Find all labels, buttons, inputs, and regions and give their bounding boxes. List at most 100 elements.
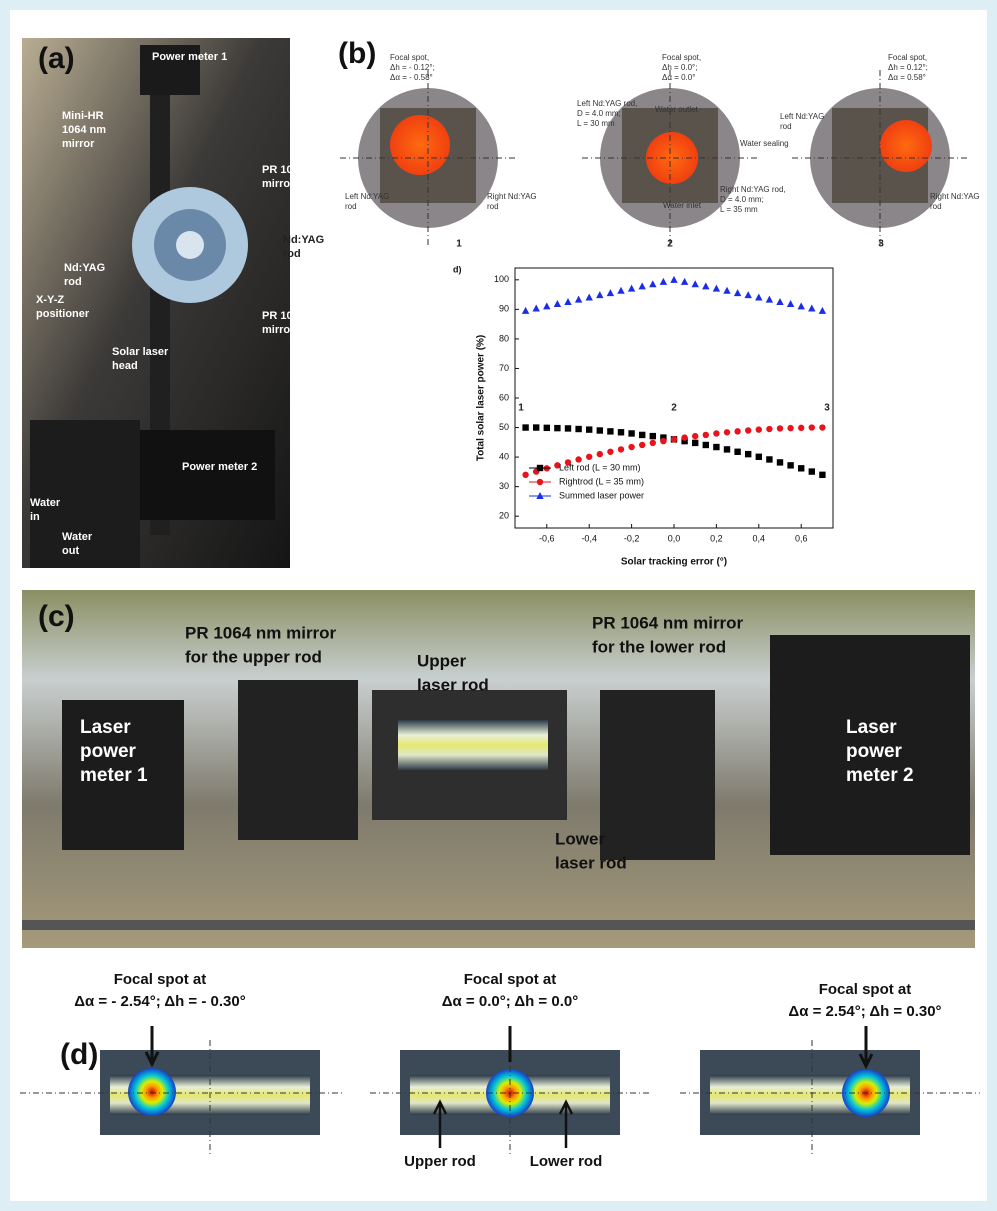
x-tick-label: -0,6 — [539, 533, 555, 543]
annotation: Δh = 0.12°; — [888, 63, 928, 72]
annotation: Focal spot, — [390, 53, 429, 62]
annotation: power — [846, 741, 903, 762]
rod-label: Lower rod — [530, 1153, 603, 1170]
marker — [703, 432, 709, 438]
annotation: Power meter 1 — [152, 51, 227, 63]
marker — [734, 428, 740, 434]
marker — [628, 444, 634, 450]
panel-b-views — [340, 70, 968, 245]
marker — [777, 425, 783, 431]
marker — [607, 449, 613, 455]
x-tick-label: 0,2 — [710, 533, 723, 543]
annotation: 1064 nm — [62, 124, 106, 136]
annotation: rod — [780, 122, 792, 131]
marker — [639, 432, 645, 438]
annotation: Lower — [555, 829, 605, 848]
marker — [724, 446, 730, 452]
annotation: Water — [30, 497, 61, 509]
annotation: laser rod — [417, 675, 489, 694]
legend-label: Left rod (L = 30 mm) — [559, 462, 640, 472]
x-tick-label: -0,2 — [624, 533, 640, 543]
marker — [756, 426, 762, 432]
annotation: Laser — [846, 717, 897, 738]
annotation: Water inlet — [663, 201, 702, 210]
x-tick-label: 0,6 — [795, 533, 808, 543]
annotation: rod — [487, 202, 499, 211]
y-tick-label: 70 — [499, 363, 509, 373]
annotation: Focal spot at — [464, 971, 557, 988]
marker — [522, 472, 528, 478]
annotation: D = 4.0 mm; — [577, 109, 621, 118]
marker — [639, 442, 645, 448]
marker — [809, 424, 815, 430]
annotation: rod — [64, 276, 82, 288]
marker — [787, 462, 793, 468]
y-tick-label: 30 — [499, 481, 509, 491]
marker — [544, 425, 550, 431]
marker — [533, 424, 539, 430]
y-axis-title: Total solar laser power (%) — [476, 335, 487, 462]
marker — [756, 454, 762, 460]
annotation: for the lower rod — [592, 637, 726, 656]
marker — [565, 425, 571, 431]
annotation: mirror — [262, 178, 295, 190]
x-tick-label: -0,4 — [581, 533, 597, 543]
annotation: Upper — [417, 651, 467, 670]
marker — [597, 451, 603, 457]
marker — [628, 430, 634, 436]
annotation: Δα = 2.54°; Δh = 0.30° — [788, 1003, 941, 1020]
annotation: Focal spot, — [662, 53, 701, 62]
marker — [819, 424, 825, 430]
marker — [692, 440, 698, 446]
y-tick-label: 90 — [499, 304, 509, 314]
annotation: head — [112, 360, 138, 372]
annotation: 1 — [518, 403, 524, 414]
annotation: Left Nd:YAG — [345, 192, 389, 201]
y-tick-label: 80 — [499, 333, 509, 343]
annotation: L = 30 mm — [577, 119, 615, 128]
y-tick-label: 50 — [499, 422, 509, 432]
view-number: 1 — [456, 239, 462, 250]
figure: (a) (b) (c) (d) 2030405060708090100-0,6-… — [0, 0, 997, 1211]
marker — [819, 472, 825, 478]
annotation: power — [80, 741, 137, 762]
annotation: PR 1064 nm mirror — [592, 613, 744, 632]
marker — [692, 433, 698, 439]
marker — [766, 456, 772, 462]
annotation: Laser — [80, 717, 131, 738]
marker — [745, 451, 751, 457]
annotation: Δα = - 2.54°; Δh = - 0.30° — [74, 993, 245, 1010]
marker — [575, 426, 581, 432]
annotation: Right Nd:YAG rod, — [720, 185, 786, 194]
annotation: Left Nd:YAG — [780, 112, 824, 121]
annotation: Nd:YAG — [283, 234, 324, 246]
panel-letter: (b) — [338, 37, 376, 70]
page: {"panel_a":{"letter":"(a)","labels":[["P… — [0, 0, 997, 1211]
annotation: Mini-HR — [62, 110, 104, 122]
y-tick-label: 60 — [499, 392, 509, 402]
marker — [798, 465, 804, 471]
annotation: Right Nd:YAG — [487, 192, 537, 201]
annotation: Solar laser — [112, 346, 169, 358]
panel-letter: (c) — [38, 600, 75, 633]
x-axis-title: Solar tracking error (°) — [621, 557, 727, 568]
marker — [777, 459, 783, 465]
marker — [787, 425, 793, 431]
annotation: meter 2 — [846, 765, 914, 786]
legend-label: Rightrod (L = 35 mm) — [559, 476, 644, 486]
y-tick-label: 20 — [499, 511, 509, 521]
annotation: 3 — [824, 403, 830, 414]
annotation: Δα = - 0.58° — [390, 73, 433, 82]
annotation: mirror — [62, 138, 95, 150]
annotation: mirror — [262, 324, 295, 336]
marker — [660, 438, 666, 444]
annotation: PR 1064 nm mirror — [185, 623, 337, 642]
annotation: Δα = 0.0° — [662, 73, 695, 82]
marker — [607, 428, 613, 434]
annotation: 2 — [671, 403, 677, 414]
annotation: PR 1064 nm — [262, 310, 325, 322]
marker — [618, 429, 624, 435]
marker — [650, 433, 656, 439]
legend-marker — [537, 465, 543, 471]
annotation: Water sealing — [740, 139, 789, 148]
